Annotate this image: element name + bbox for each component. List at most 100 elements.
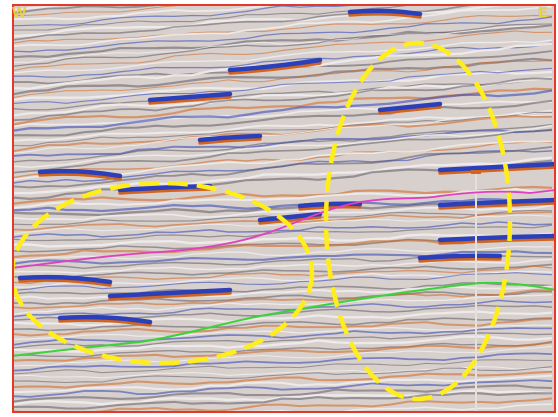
reflector-line (12, 4, 380, 27)
reflector-line (12, 250, 553, 265)
reflector-line (12, 374, 553, 394)
reflector-line (12, 258, 553, 275)
reflector-line (12, 24, 553, 59)
amplitude-event (438, 165, 556, 175)
amplitude-event (438, 201, 556, 210)
reflector-line (12, 224, 553, 242)
amplitude-event (147, 91, 233, 103)
amplitude-event (197, 133, 263, 143)
reflector-line (12, 327, 553, 346)
reflector-line (12, 379, 553, 398)
amplitude-event (38, 172, 122, 181)
reflector-line (12, 129, 553, 174)
reflector-line (12, 317, 553, 332)
amplitude-event (18, 278, 112, 287)
reflector-line (12, 384, 553, 403)
reflector-line (12, 30, 553, 72)
amplitude-event (37, 168, 123, 179)
reflector-line (12, 99, 553, 137)
east-label: E (538, 4, 549, 21)
amplitude-event (378, 105, 442, 115)
amplitude-event (258, 215, 322, 225)
reflector-line (12, 123, 553, 163)
reflector-line (12, 341, 553, 362)
reflector-line (12, 294, 553, 316)
reflector-line (12, 345, 553, 367)
amplitude-event (198, 137, 262, 145)
amplitude-event (58, 318, 152, 327)
reflector-line (12, 187, 553, 210)
reflector-line (12, 113, 553, 154)
reflector-line (12, 285, 553, 300)
reflector-line (12, 197, 553, 213)
reflector-line (12, 310, 553, 327)
amplitude-event (108, 291, 232, 301)
reflector-line (12, 14, 553, 44)
reflector-line (12, 359, 552, 375)
reflector-line (12, 100, 553, 128)
reflector-line (12, 67, 553, 106)
reflector-line (12, 232, 553, 248)
reflector-line (12, 57, 553, 96)
reflector-line (12, 366, 553, 384)
reflector-line (12, 23, 553, 68)
amplitude-event (118, 187, 212, 195)
reflector-line (12, 4, 172, 15)
reflector-line (12, 39, 553, 75)
well-top-marker (471, 170, 481, 174)
reflector-line (12, 156, 553, 195)
reflector-line (12, 340, 553, 358)
section-frame (12, 4, 556, 413)
reflector-line (12, 41, 553, 79)
reflector-line (12, 5, 553, 48)
reflector-line (12, 263, 553, 279)
highlight-ellipse-left (12, 180, 315, 366)
reflector-line (12, 272, 553, 291)
amplitude-event (227, 57, 323, 73)
amplitude-event (107, 287, 233, 299)
reflector-line (12, 77, 553, 122)
horizon-upper (12, 189, 556, 269)
amplitude-event (417, 253, 503, 261)
reflector-line (12, 4, 220, 18)
reflector-line (12, 124, 553, 169)
reflector-line (12, 299, 553, 318)
reflector-line (12, 4, 490, 41)
reflector-line (12, 70, 553, 102)
reflector-line (12, 290, 553, 306)
reflector-line (12, 289, 553, 310)
reflector-line (12, 111, 553, 147)
amplitude-event (148, 95, 232, 105)
reflector-line (12, 245, 553, 261)
reflector-line (12, 76, 553, 117)
amplitude-event (347, 8, 423, 17)
reflector-line (12, 214, 553, 235)
amplitude-event (57, 314, 153, 325)
reflector-line (12, 140, 553, 179)
reflector-line (12, 77, 553, 111)
amplitude-event (438, 237, 556, 245)
reflector-line (12, 89, 553, 133)
reflector-line (12, 23, 553, 63)
reflector-line (12, 352, 553, 372)
amplitude-event (437, 161, 556, 173)
amplitude-event (418, 257, 502, 263)
amplitude-event (437, 197, 556, 208)
west-label: W (12, 4, 27, 21)
reflector-line (12, 370, 553, 389)
amplitude-event (228, 61, 322, 75)
amplitude-event (348, 12, 422, 19)
highlight-ellipse-right (323, 40, 513, 402)
reflector-line (12, 60, 553, 99)
reflector-line (12, 332, 553, 349)
reflector-line (12, 392, 553, 410)
reflector-line (12, 282, 553, 295)
reflector-line (214, 403, 553, 413)
reflector-line (12, 109, 553, 142)
amplitude-event (377, 101, 443, 113)
reflector-line (12, 115, 552, 153)
reflector-line (12, 389, 553, 406)
amplitude-event (298, 205, 362, 211)
